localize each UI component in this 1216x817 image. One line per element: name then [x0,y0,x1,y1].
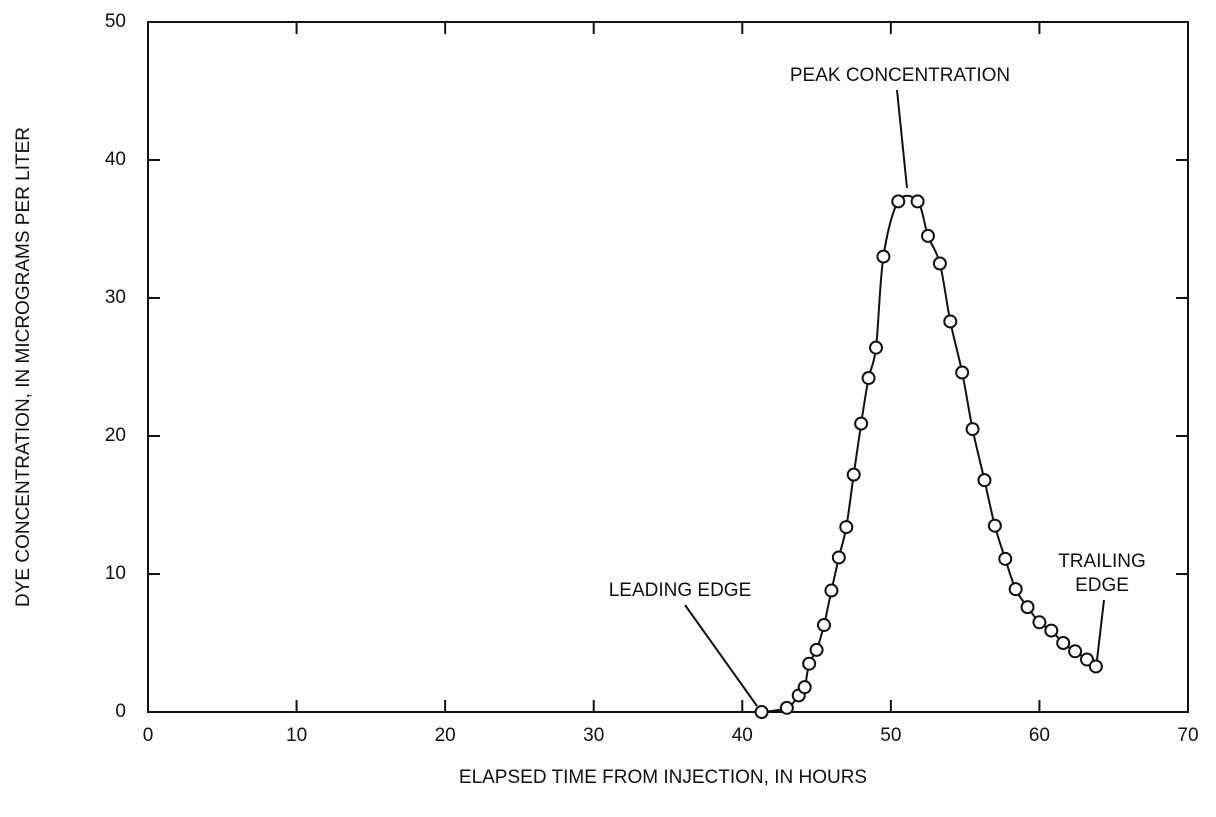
data-point [824,583,839,598]
data-point [797,680,812,695]
data-point [998,551,1013,566]
y-tick-label: 0 [115,701,126,722]
annotation: PEAK CONCENTRATION [790,65,1010,86]
y-tick-label: 50 [105,11,126,32]
data-point [1008,582,1023,597]
data-point [1068,644,1083,659]
x-tick-label: 40 [732,725,753,746]
x-tick-label: 0 [143,725,154,746]
data-point [854,416,869,431]
data-point [910,194,925,209]
data-point [869,340,883,355]
data-point [817,618,831,633]
data-point [932,256,947,271]
y-axis-label: DYE CONCENTRATION, IN MICROGRAMS PER LIT… [13,127,34,607]
data-point [839,520,854,535]
data-point [1088,659,1103,674]
data-point [1079,652,1094,667]
plot-frame [147,21,1189,713]
data-point [831,550,846,565]
annotation-leader [1096,599,1105,661]
data-point [943,314,958,329]
annotation: EDGE [1075,575,1129,596]
x-tick-label: 20 [435,725,456,746]
y-tick-label: 20 [105,425,126,446]
data-point [987,518,1002,533]
data-point [779,700,794,715]
data-point [754,705,769,719]
data-point [891,194,906,209]
data-point [876,249,891,264]
x-tick-label: 50 [880,725,901,746]
x-axis-label: ELAPSED TIME FROM INJECTION, IN HOURS [459,767,867,788]
data-point [809,642,824,657]
data-point [846,467,861,482]
y-tick-label: 30 [105,287,126,308]
data-point [861,371,876,386]
data-point [802,656,817,671]
annotation: TRAILING [1058,551,1146,572]
y-tick-label: 40 [105,149,126,170]
data-point [1056,636,1071,650]
data-point [965,422,980,437]
data-point [955,365,970,380]
data-point [1032,615,1047,630]
x-tick-label: 60 [1029,725,1050,746]
data-point [1044,623,1059,638]
x-tick-label: 10 [286,725,307,746]
data-point [1020,600,1035,615]
data-point [977,473,992,488]
x-tick-label: 30 [583,725,604,746]
y-tick-label: 10 [105,563,126,584]
annotation-leader [896,89,908,189]
data-point [921,228,935,243]
annotation: LEADING EDGE [609,580,752,601]
x-tick-label: 70 [1177,725,1198,746]
annotation-leader [684,604,758,707]
